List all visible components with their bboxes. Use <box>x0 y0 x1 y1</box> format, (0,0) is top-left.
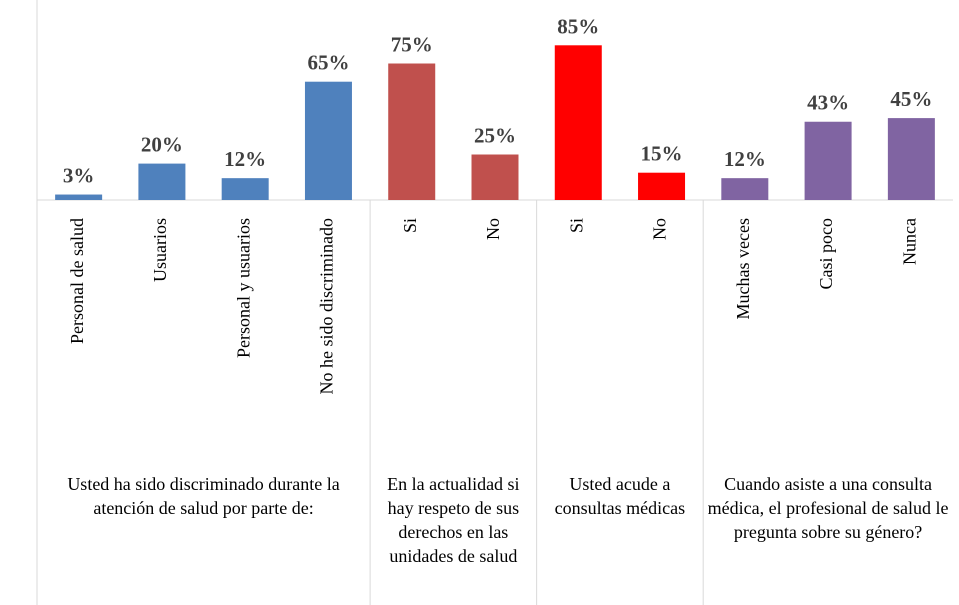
bar <box>388 63 436 200</box>
category-label: Casi poco <box>816 218 836 290</box>
bar <box>804 121 852 200</box>
bar <box>887 118 935 200</box>
bar <box>304 81 352 200</box>
bar <box>55 194 103 200</box>
category-label: Personal y usuarios <box>233 218 253 358</box>
value-label: 12% <box>724 147 766 171</box>
group-label: En la actualidad si hay respeto de sus d… <box>387 474 520 566</box>
group-label: Usted ha sido discriminado durante la at… <box>67 474 340 518</box>
category-label: Muchas veces <box>733 218 753 319</box>
category-label: No <box>483 218 503 240</box>
bar <box>221 178 269 200</box>
category-label: Si <box>566 218 586 233</box>
category-label: Usuarios <box>150 218 170 282</box>
value-label: 25% <box>474 124 516 148</box>
category-label: No he sido discriminado <box>317 218 337 394</box>
value-label: 15% <box>641 142 683 166</box>
value-label: 85% <box>557 14 599 38</box>
category-label: Si <box>400 218 420 233</box>
bar <box>471 154 519 200</box>
group-label: Cuando asiste a una consulta médica, el … <box>707 474 949 542</box>
group-label: Usted acude a consultas médicas <box>554 474 686 518</box>
value-label: 3% <box>63 164 95 188</box>
value-label: 65% <box>307 51 349 75</box>
category-label: No <box>650 218 670 240</box>
bar <box>721 178 769 200</box>
value-label: 20% <box>141 133 183 157</box>
bar <box>138 163 186 200</box>
value-label: 12% <box>224 147 266 171</box>
value-label: 45% <box>890 87 932 111</box>
category-label: Personal de salud <box>67 218 87 344</box>
category-label: Nunca <box>899 218 919 265</box>
bar <box>638 172 686 200</box>
bar <box>554 45 602 200</box>
value-label: 43% <box>807 91 849 115</box>
value-label: 75% <box>391 33 433 57</box>
